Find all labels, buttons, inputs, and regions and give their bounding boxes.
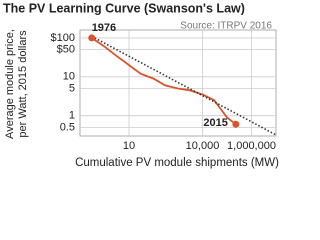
point-marker	[232, 120, 240, 128]
annotation: 1976	[92, 22, 116, 34]
y-tick-label: $50	[57, 44, 75, 56]
y-axis-label: per Watt, 2015 dollars	[17, 30, 29, 138]
x-tick-label: 1,000,000	[227, 140, 276, 152]
y-tick-label: 5	[69, 82, 75, 94]
y-axis-label: Average module price,	[4, 29, 16, 139]
chart: The PV Learning Curve (Swanson's Law) So…	[3, 1, 279, 169]
series-line	[91, 37, 237, 126]
chart-title: The PV Learning Curve (Swanson's Law)	[3, 1, 245, 15]
y-tick-label: $100	[51, 32, 75, 44]
x-tick-label: 10	[123, 140, 135, 152]
x-tick-label: 10,000	[186, 140, 220, 152]
x-axis-label: Cumulative PV module shipments (MW)	[75, 157, 279, 169]
source: Source: ITRPV 2016	[180, 21, 272, 32]
y-tick-label: 0.5	[60, 121, 75, 133]
y-tick-label: 10	[63, 71, 75, 83]
y-tick-label: 1	[69, 110, 75, 122]
annotation: 2015	[203, 117, 227, 129]
point-marker	[88, 34, 96, 42]
